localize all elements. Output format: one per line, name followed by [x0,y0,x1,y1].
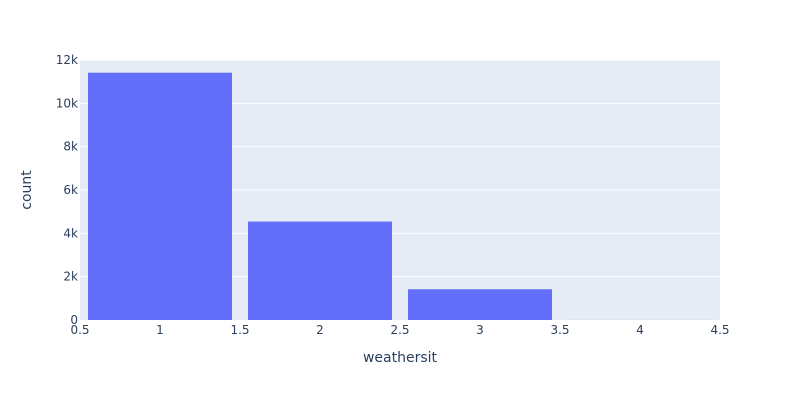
x-tick-label: 1.5 [230,323,249,337]
x-tick-label: 3 [476,323,484,337]
x-tick-label: 4 [636,323,644,337]
y-tick-label: 2k [63,270,78,284]
y-tick-label: 8k [63,140,78,154]
x-tick-label: 2 [316,323,324,337]
bar-3 [408,289,552,320]
y-tick-label: 12k [56,53,78,67]
bar-2 [248,222,392,320]
x-tick-label: 2.5 [390,323,409,337]
y-tick-label: 4k [63,226,78,240]
y-tick-label: 10k [56,96,78,110]
y-tick-label: 6k [63,183,78,197]
y-axis-title: count [19,170,35,210]
x-tick-label: 4.5 [710,323,729,337]
y-axis-ticks: 0 2k 4k 6k 8k 10k 12k [56,53,78,327]
x-axis-title: weathersit [363,350,438,366]
y-tick-label: 0 [70,313,78,327]
x-tick-label: 3.5 [550,323,569,337]
x-tick-label: 1 [156,323,164,337]
bar-1 [88,73,232,320]
